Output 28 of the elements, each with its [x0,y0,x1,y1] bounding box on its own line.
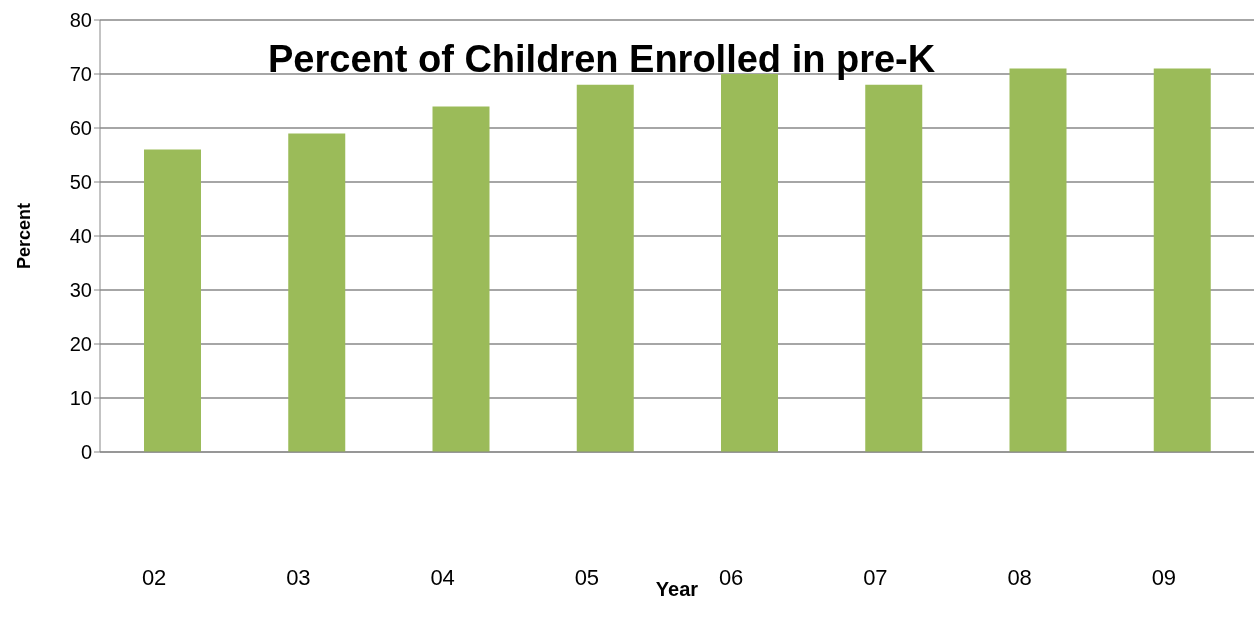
x-tick-label: 06 [718,565,744,590]
x-tick-label: 02 [141,565,167,590]
y-tick-label: 40 [69,225,92,248]
text: Percent of Children Enrolled in pre-K [268,38,936,81]
bar [721,74,778,452]
y-tick-label: 20 [69,333,92,356]
bar [865,84,923,452]
x-axis-title: Year [655,578,699,600]
bar [432,106,490,452]
x-tick-label: 09 [1151,565,1177,590]
bar [1153,68,1211,452]
x-tick-label: 04 [430,565,455,590]
bar [144,149,201,452]
y-tick-label: 70 [69,63,92,86]
y-tick-label: 50 [69,171,92,194]
y-tick-label: 10 [69,387,92,410]
x-tick-label: 05 [574,565,600,590]
y-tick-label: 60 [69,117,92,140]
bar [576,84,634,452]
x-tick-label: 08 [1007,565,1032,590]
y-axis-title: Percent [14,202,35,270]
y-tick-label: 30 [69,279,92,302]
x-tick-label: 03 [286,565,311,590]
bar [1009,68,1067,452]
bar [288,133,346,452]
y-tick-label: 80 [69,9,92,32]
x-tick-label: 07 [863,565,888,590]
y-tick-label: 0 [80,441,92,464]
